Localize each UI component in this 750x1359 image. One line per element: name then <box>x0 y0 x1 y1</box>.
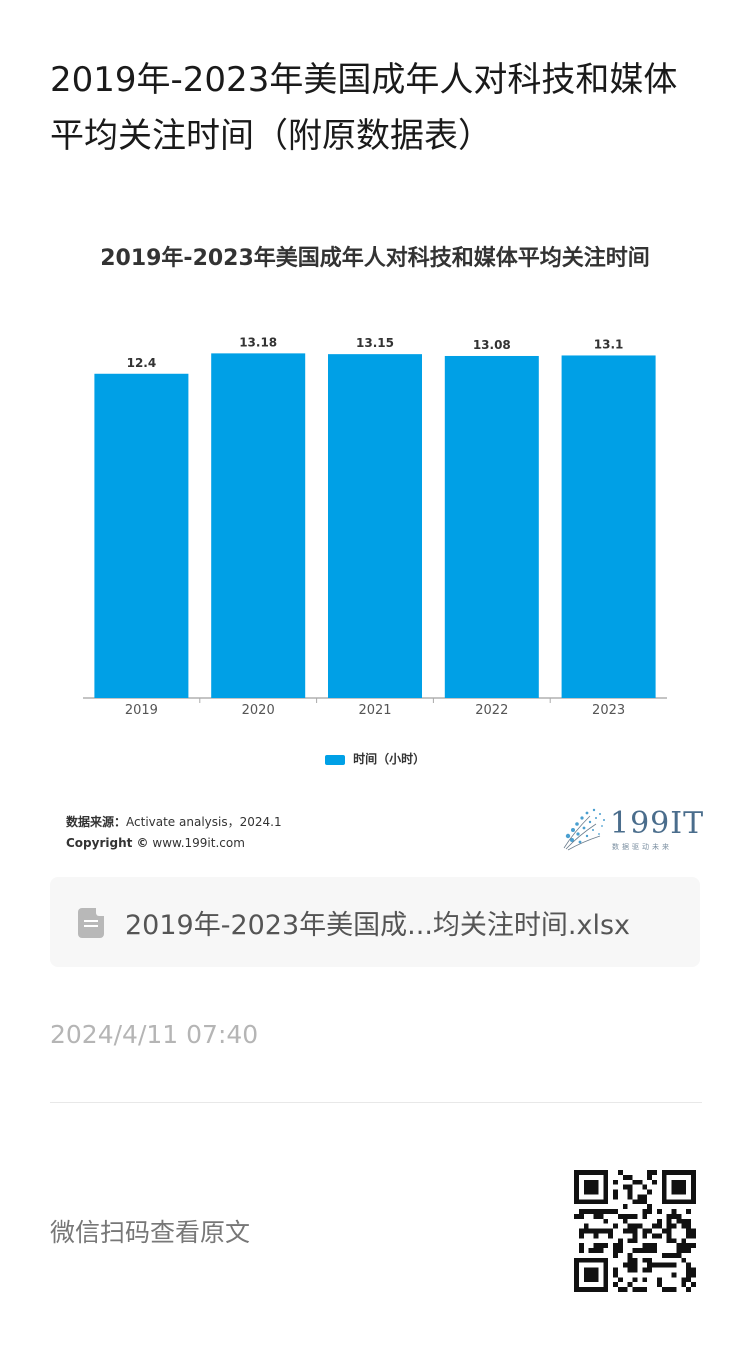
attachment-card[interactable]: 2019年-2023年美国成...均关注时间.xlsx <box>50 877 700 967</box>
x-tick-2022: 2022 <box>475 703 508 718</box>
divider <box>50 1102 702 1103</box>
publish-timestamp: 2024/4/11 07:40 <box>50 1020 259 1049</box>
data-label-2023: 13.1 <box>594 337 624 351</box>
brand-logo: 199IT 数据驱动未来 <box>560 806 703 856</box>
bar-2019 <box>94 373 189 698</box>
logo-subtitle: 数据驱动未来 <box>612 843 672 851</box>
bar-2023 <box>561 355 656 698</box>
chart-legend: 时间（小时） <box>0 750 750 767</box>
bar-2020 <box>211 353 306 698</box>
data-label-2020: 13.18 <box>239 335 277 349</box>
qr-caption: 微信扫码查看原文 <box>50 1218 251 1247</box>
attachment-file-name[interactable]: 2019年-2023年美国成...均关注时间.xlsx <box>125 910 631 941</box>
source-text: Activate analysis，2024.1 <box>126 815 282 829</box>
x-tick-2021: 2021 <box>358 703 391 718</box>
x-tick-2023: 2023 <box>592 703 625 718</box>
spreadsheet-file-icon <box>78 908 104 938</box>
bar-chart: 12.4 2019 13.18 2020 13.15 2021 13.08 2022 13.1 2… <box>83 335 667 718</box>
data-source: 数据来源：Activate analysis，2024.1 Copyright … <box>66 812 282 854</box>
legend-swatch <box>324 754 345 765</box>
bar-2021 <box>328 354 422 698</box>
data-label-2022: 13.08 <box>473 338 511 352</box>
qr-code-icon[interactable] <box>574 1170 696 1292</box>
x-tick-2020: 2020 <box>242 703 275 718</box>
logo-dots-icon <box>563 808 605 851</box>
logo-text: 199IT <box>610 806 705 841</box>
bar-2022 <box>444 355 539 698</box>
x-tick-2019: 2019 <box>125 703 158 718</box>
copyright-text: www.199it.com <box>152 836 245 850</box>
copyright-label: Copyright © <box>66 836 149 850</box>
data-label-2021: 13.15 <box>356 336 394 350</box>
chart-title: 2019年-2023年美国成年人对科技和媒体平均关注时间 <box>100 246 650 271</box>
data-label-2019: 12.4 <box>127 356 157 370</box>
source-label: 数据来源： <box>66 815 127 829</box>
legend-label: 时间（小时） <box>353 752 426 766</box>
page-title: 2019年-2023年美国成年人对科技和媒体平均关注时间（附原数据表） <box>50 60 678 156</box>
